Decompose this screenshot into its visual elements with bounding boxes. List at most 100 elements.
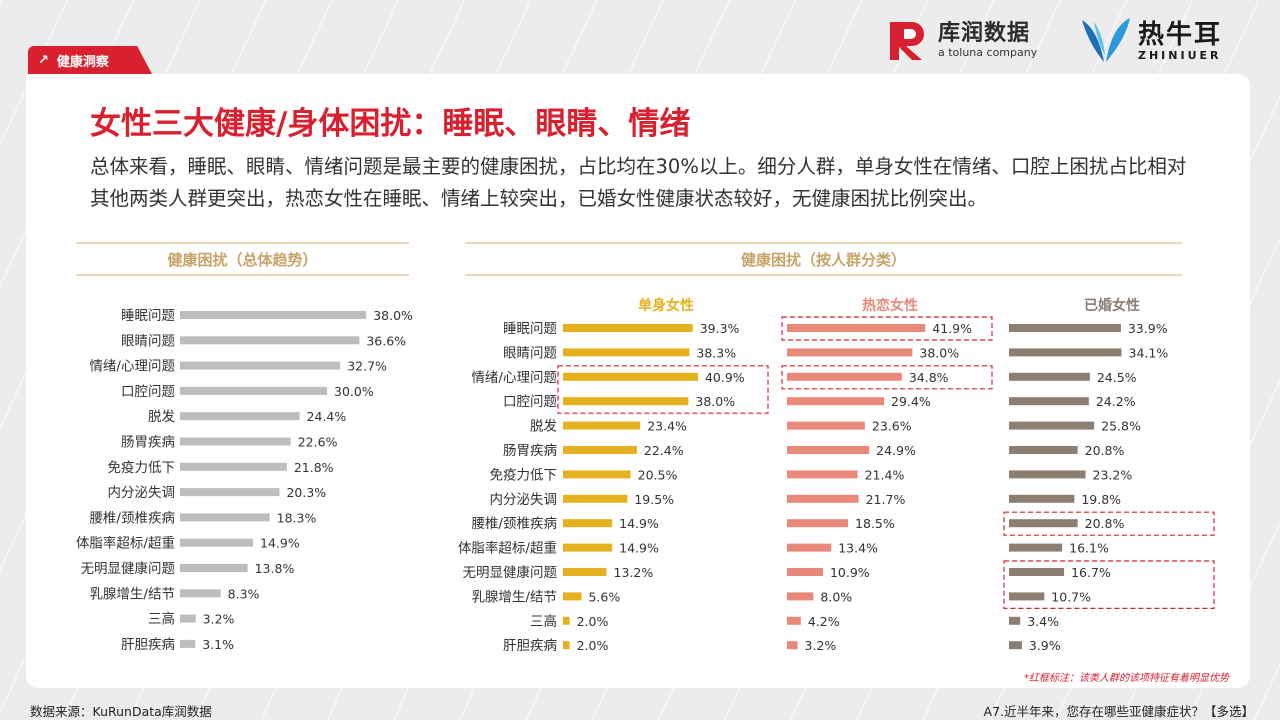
- overall-value-label: 3.2%: [203, 612, 235, 627]
- overall-value-label: 20.3%: [286, 485, 326, 500]
- series-header: 单身女性: [638, 297, 694, 314]
- group-bar: [787, 592, 814, 601]
- group-value-label: 38.0%: [695, 394, 735, 409]
- overall-bar: [180, 386, 327, 395]
- group-bar: [787, 372, 902, 381]
- data-source: 数据来源：KuRunData库润数据: [30, 704, 212, 719]
- overall-bar: [180, 538, 254, 547]
- group-value-label: 33.9%: [1128, 321, 1168, 336]
- group-value-label: 25.8%: [1101, 419, 1141, 434]
- group-value-label: 34.1%: [1129, 345, 1169, 360]
- content-panel: [26, 74, 1250, 688]
- group-value-label: 41.9%: [932, 321, 972, 336]
- group-bar: [1009, 592, 1045, 601]
- page-title: 女性三大健康/身体困扰：睡眠、眼睛、情绪: [90, 106, 691, 142]
- overall-category-label: 内分泌失调: [108, 485, 176, 501]
- group-bar: [1009, 543, 1063, 552]
- overall-category-label: 乳腺增生/结节: [89, 586, 175, 602]
- group-bar: [563, 592, 582, 601]
- group-bar: [563, 543, 613, 552]
- group-category-label: 眼睛问题: [503, 345, 557, 361]
- group-bar: [787, 397, 885, 406]
- group-bar: [1009, 421, 1095, 430]
- group-bar: [1009, 470, 1086, 479]
- zhiniuer-logo-icon: [1082, 18, 1130, 62]
- group-bar: [787, 568, 823, 576]
- group-bar: [1009, 446, 1078, 454]
- group-category-label: 脱发: [530, 419, 558, 435]
- highlight-box: [1003, 511, 1215, 536]
- arrow-up-right-icon: ↗: [38, 52, 49, 68]
- group-category-label: 体脂率超标/超重: [458, 540, 557, 557]
- group-bar: [563, 519, 613, 528]
- section-tag-label: 健康洞察: [56, 54, 109, 70]
- group-value-label: 4.2%: [808, 614, 840, 629]
- zhiniuer-logo: 热牛耳 ZHINIUER: [1078, 16, 1222, 66]
- overall-category-label: 睡眠问题: [121, 308, 175, 324]
- overall-chart-header: 健康困扰（总体趋势）: [76, 242, 409, 276]
- group-bar: [563, 421, 641, 430]
- group-value-label: 20.8%: [1085, 516, 1125, 531]
- overall-bar: [180, 564, 248, 572]
- group-category-label: 无明显健康问题: [463, 564, 558, 581]
- group-value-label: 19.5%: [634, 492, 674, 507]
- group-value-label: 3.4%: [1027, 614, 1059, 629]
- group-value-label: 21.4%: [865, 467, 905, 482]
- group-category-label: 睡眠问题: [503, 321, 557, 337]
- overall-category-label: 三高: [148, 611, 175, 628]
- group-value-label: 24.5%: [1097, 370, 1137, 385]
- group-value-label: 3.2%: [805, 638, 837, 653]
- overall-value-label: 13.8%: [255, 561, 295, 576]
- group-value-label: 16.1%: [1069, 541, 1109, 556]
- overall-bar: [180, 311, 367, 319]
- group-bar: [787, 348, 913, 357]
- group-value-label: 38.3%: [696, 345, 736, 360]
- group-bar: [787, 616, 801, 625]
- group-value-label: 2.0%: [577, 614, 609, 629]
- highlight-footnote: *红框标注：该类人群的该项特征有着明显优势: [1024, 673, 1229, 684]
- overall-value-label: 8.3%: [228, 586, 260, 601]
- group-value-label: 20.8%: [1085, 443, 1125, 458]
- page-description: 总体来看，睡眠、眼睛、情绪问题是最主要的健康困扰，占比均在30%以上。细分人群，…: [90, 155, 1187, 210]
- overall-bar: [180, 589, 221, 598]
- group-bar: [1009, 372, 1090, 381]
- group-bar: [563, 470, 631, 479]
- group-value-label: 5.6%: [588, 589, 620, 604]
- overall-bar: [180, 361, 341, 370]
- highlight-box: [557, 365, 769, 414]
- group-value-label: 13.4%: [838, 541, 878, 556]
- series-header: 热恋女性: [862, 297, 918, 314]
- group-bar: [787, 324, 926, 332]
- group-value-label: 29.4%: [891, 394, 931, 409]
- overall-value-label: 32.7%: [347, 359, 387, 374]
- overall-category-label: 肝胆疾病: [121, 637, 175, 653]
- kr-logo-icon: [888, 20, 932, 62]
- overall-value-label: 3.1%: [202, 637, 234, 652]
- overall-bar: [180, 412, 300, 421]
- group-bar: [787, 543, 832, 552]
- overall-category-label: 无明显健康问题: [81, 560, 176, 577]
- overall-category-label: 口腔问题: [121, 384, 175, 400]
- group-bar: [787, 421, 865, 430]
- group-bar: [563, 446, 637, 454]
- group-value-label: 24.2%: [1096, 394, 1136, 409]
- overall-value-label: 24.4%: [307, 409, 347, 424]
- group-value-label: 8.0%: [820, 589, 852, 604]
- group-category-label: 三高: [530, 613, 557, 630]
- overall-value-label: 30.0%: [334, 384, 374, 399]
- group-value-label: 14.9%: [619, 516, 659, 531]
- series-header: 已婚女性: [1084, 297, 1140, 314]
- group-value-label: 23.2%: [1093, 467, 1133, 482]
- overall-category-label: 脱发: [148, 409, 175, 425]
- kurundata-logo: 库润数据 a toluna company: [888, 20, 1037, 62]
- group-bar: [787, 446, 870, 454]
- overall-value-label: 18.3%: [277, 510, 317, 525]
- group-bar: [787, 494, 859, 503]
- overall-value-label: 36.6%: [366, 333, 406, 348]
- group-value-label: 16.7%: [1071, 565, 1111, 580]
- group-bar: [1009, 519, 1078, 528]
- group-bar: [563, 324, 693, 332]
- overall-bar: [180, 513, 270, 522]
- group-value-label: 14.9%: [619, 541, 659, 556]
